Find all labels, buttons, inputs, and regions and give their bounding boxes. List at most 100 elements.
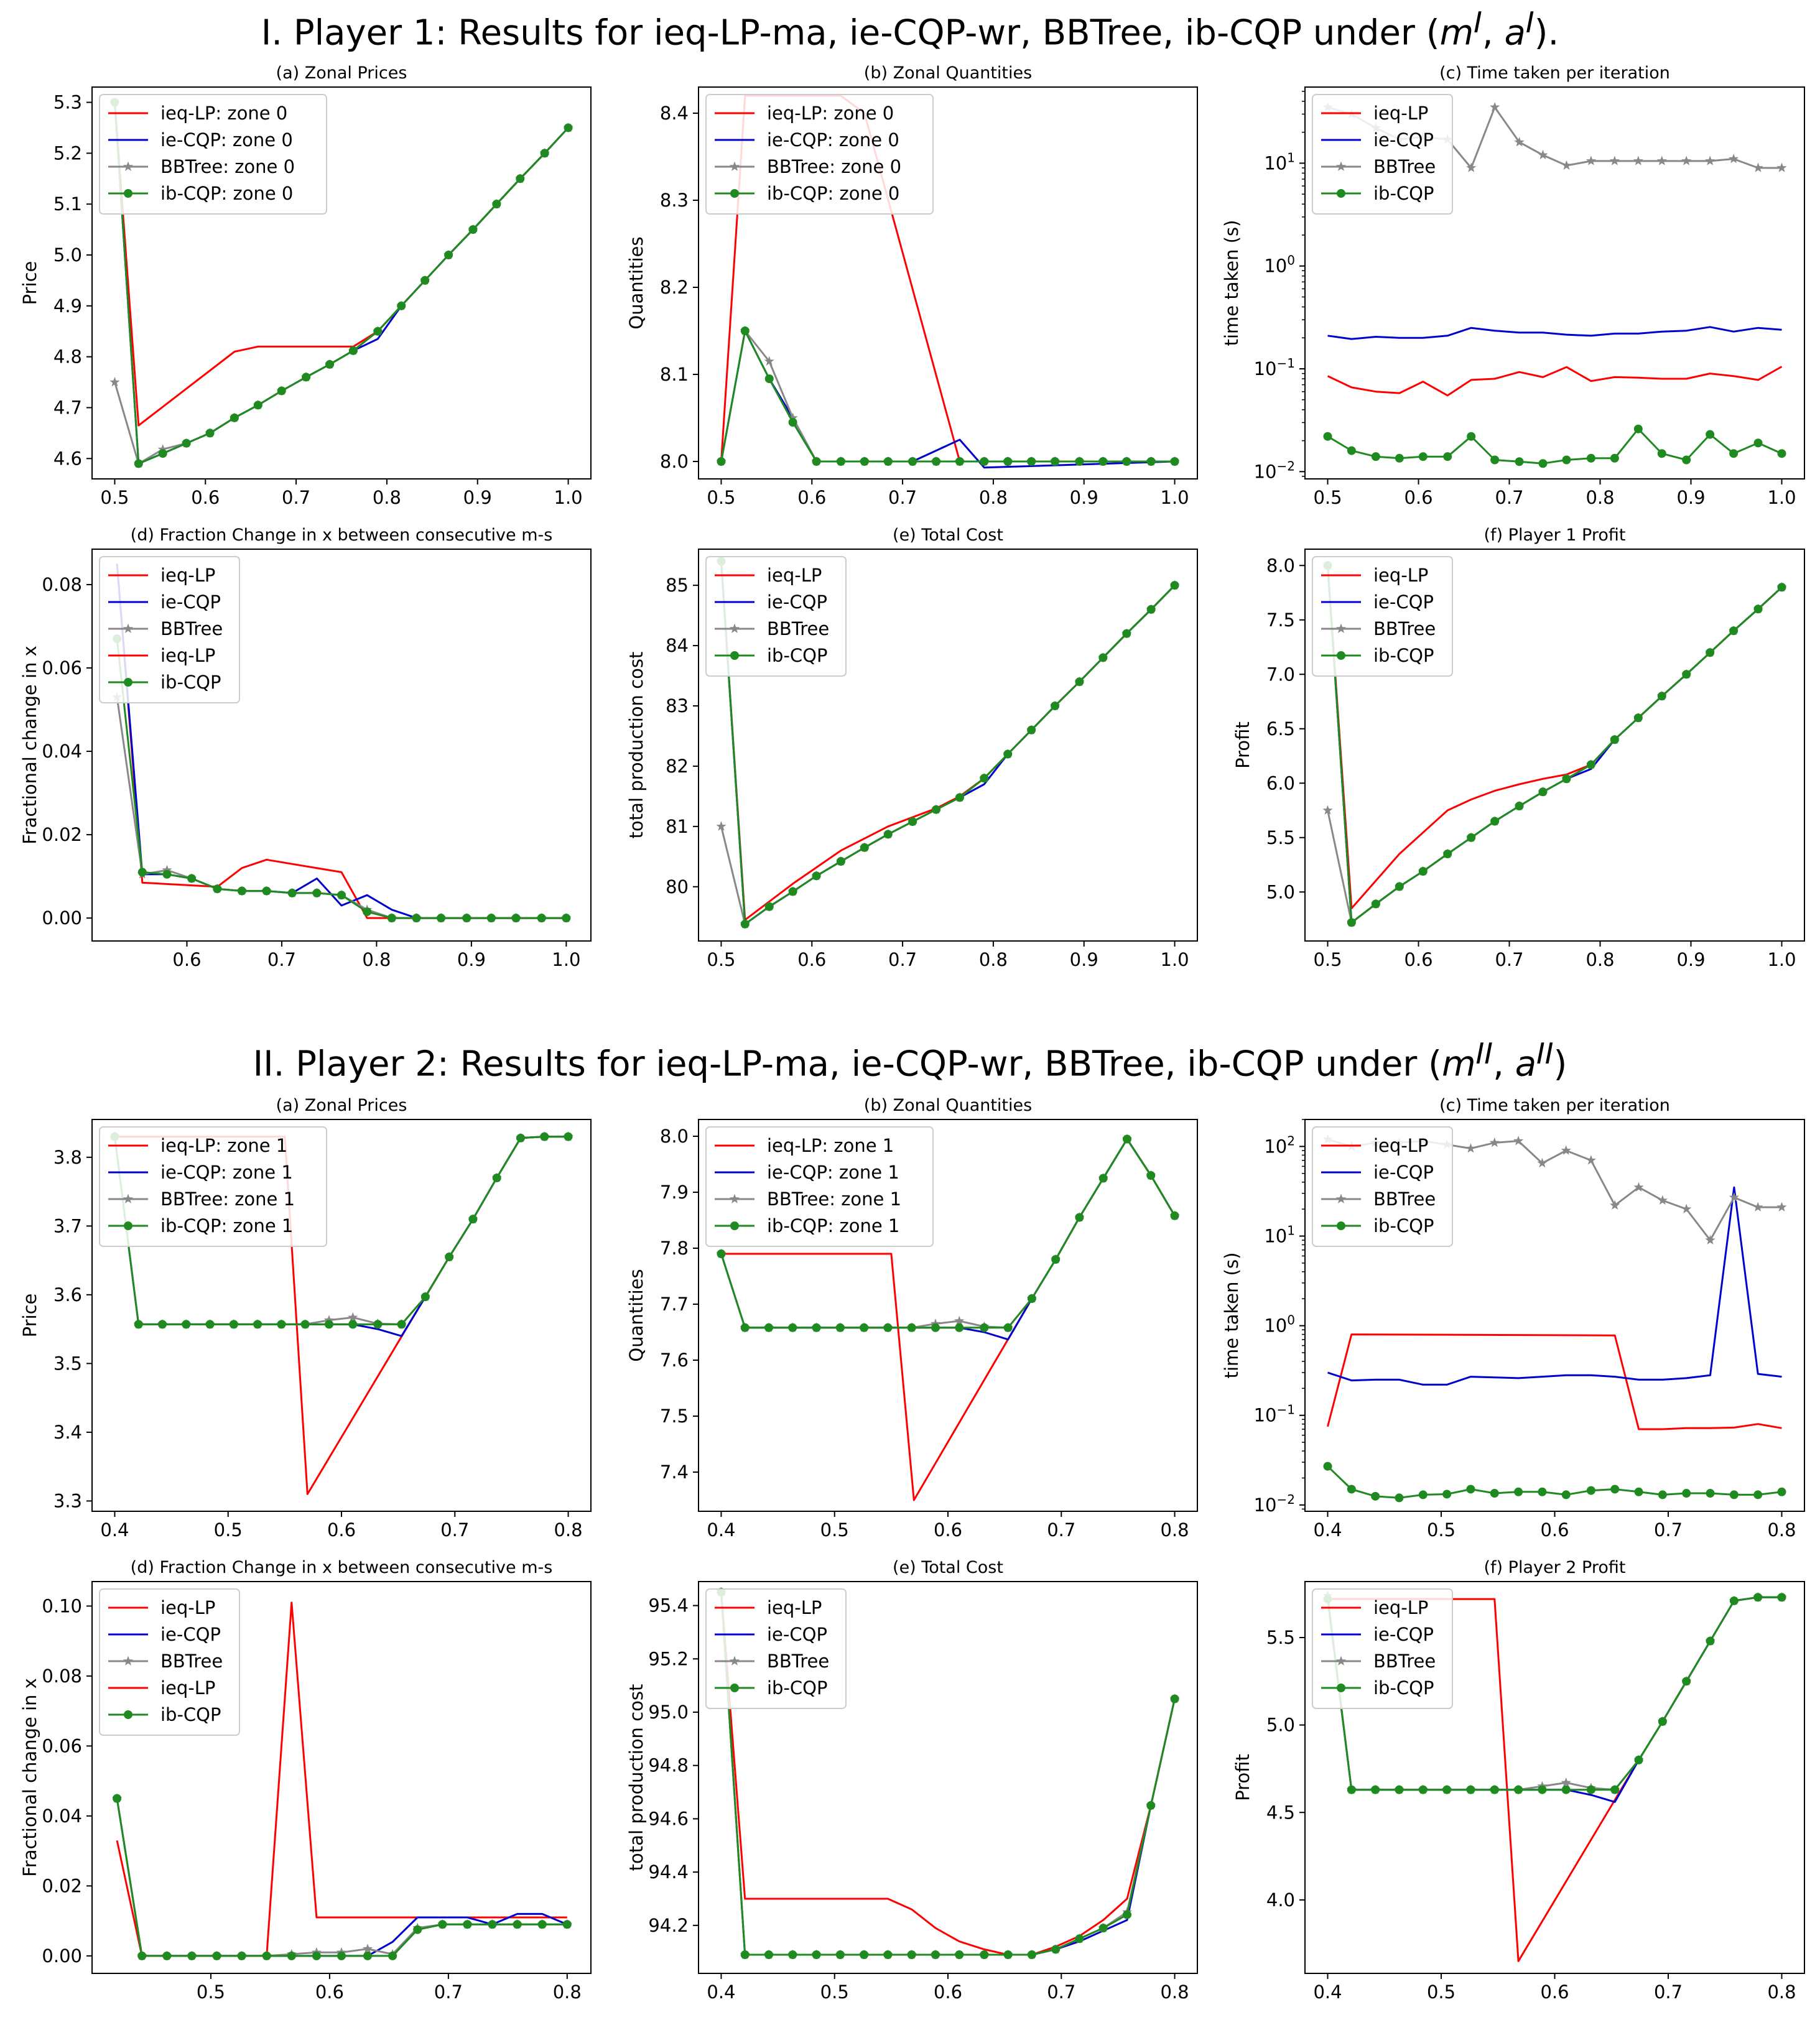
data-point (1335, 1193, 1347, 1203)
legend-item: ieq-LP (108, 1597, 215, 1618)
data-point (717, 457, 726, 466)
data-point (716, 821, 727, 831)
data-point (1682, 455, 1691, 465)
data-point (1586, 1486, 1595, 1495)
x-tick-label: 0.8 (554, 1519, 582, 1541)
chart-title: (a) Zonal Prices (276, 1096, 407, 1115)
data-point (1122, 1910, 1131, 1919)
chart-svg: (a) Zonal Prices 0.5 0.6 0.7 0.8 0.9 1.0 4.6 4.7… (19, 63, 592, 516)
chart-p2-zonal-prices: (a) Zonal Prices 0.4 0.5 0.6 0.7 0.8 3.3 3.4 3.5… (0, 1088, 606, 1549)
data-point (1003, 457, 1013, 466)
data-point (883, 1950, 893, 1959)
legend-item: BBTree (1321, 1189, 1436, 1210)
data-point (1466, 1485, 1475, 1494)
plot-area (716, 1587, 1180, 1959)
data-point (1729, 1596, 1739, 1605)
y-tick-label: 5.0 (53, 244, 82, 266)
chart-p2-profit: (f) Player 2 Profit 0.4 0.5 0.6 0.7 0.8 4.0 4.5… (1213, 1550, 1820, 2011)
data-point (1075, 1934, 1084, 1944)
data-point (1490, 102, 1500, 112)
y-tick-label: 81 (666, 816, 689, 837)
legend-item: ieq-LP (108, 565, 215, 586)
data-point (729, 1193, 740, 1203)
y-tick-label: 5.2 (53, 142, 82, 164)
data-point (325, 359, 335, 369)
y-tick-label: 94.6 (648, 1808, 689, 1829)
series-ieq_lp (1327, 1333, 1782, 1430)
data-point (348, 1320, 358, 1329)
data-point (1418, 452, 1428, 461)
x-tick-label: 0.8 (1767, 1981, 1796, 2003)
data-point (182, 438, 191, 448)
legend-label: ib-CQP (1373, 1215, 1434, 1236)
data-point (109, 377, 120, 387)
chart-p1-profit: (f) Player 1 Profit 0.5 0.6 0.7 0.8 0.9 1.0 5.0… (1213, 518, 1820, 978)
data-point (836, 857, 845, 866)
data-point (1395, 453, 1404, 463)
legend-item: ieq-LP (108, 645, 215, 666)
data-point (1753, 1202, 1763, 1212)
data-point (931, 1323, 940, 1332)
y-tick-label: 5.5 (1266, 1627, 1295, 1648)
axes-frame (1304, 549, 1805, 942)
y-tick-label: 8.1 (660, 364, 689, 385)
data-point (908, 817, 917, 827)
legend-item: ie-CQP (1321, 1624, 1434, 1645)
chart-title: (b) Zonal Quantities (864, 63, 1032, 83)
x-tick-label: 0.5 (707, 487, 735, 508)
data-point (1442, 1785, 1452, 1794)
y-tick-label: 0.04 (42, 1805, 82, 1827)
data-point (1729, 449, 1739, 458)
data-point (516, 174, 525, 183)
data-point (907, 1950, 916, 1959)
y-tick-label: 3.3 (53, 1490, 82, 1511)
y-tick-label: 6.0 (1266, 772, 1295, 794)
y-tick-label: 4.8 (53, 346, 82, 368)
legend-label: ie-CQP (160, 591, 221, 613)
y-tick-label: 94.2 (648, 1915, 689, 1936)
data-point (1337, 1221, 1345, 1230)
x-tick-label: 0.7 (434, 1981, 463, 2003)
data-point (955, 793, 964, 802)
series-line (1327, 366, 1783, 397)
data-point (388, 1951, 397, 1960)
legend-item: ieq-LP: zone 1 (108, 1135, 287, 1156)
x-tick-label: 0.9 (1070, 949, 1098, 970)
data-point (1418, 1785, 1428, 1794)
y-tick-label: 5.1 (53, 193, 82, 215)
data-point (1371, 899, 1380, 909)
data-point (1418, 867, 1428, 876)
data-point (229, 1320, 238, 1329)
data-point (1122, 457, 1131, 466)
data-point (1634, 1755, 1643, 1764)
data-point (955, 1323, 964, 1332)
legend-label: BBTree (1373, 156, 1436, 177)
data-point (954, 1315, 965, 1325)
legend-label: BBTree: zone 0 (160, 156, 295, 177)
legend-label: ib-CQP (1373, 183, 1434, 204)
data-point (124, 678, 132, 687)
data-point (1729, 1192, 1739, 1202)
series-ib_cqp (1323, 1462, 1786, 1503)
series-ie_cqp (1327, 326, 1782, 340)
data-point (287, 888, 297, 897)
data-point (1656, 155, 1667, 165)
legend-label: ie-CQP: zone 1 (160, 1162, 293, 1183)
legend: ieq-LP ie-CQP BBTree ib-CQP (1312, 1126, 1453, 1247)
legend-box (99, 94, 327, 215)
data-point (980, 1323, 989, 1332)
data-point (1753, 605, 1763, 614)
legend-item: BBTree: zone 0 (108, 156, 295, 177)
data-point (1170, 581, 1179, 590)
x-tick-label: 1.0 (1767, 487, 1796, 508)
data-point (516, 1133, 525, 1142)
x-tick-label: 1.0 (554, 487, 582, 508)
data-point (764, 356, 774, 366)
y-tick-label: 10−2 (1254, 1492, 1295, 1516)
data-point (1335, 1656, 1347, 1666)
chart-title: (f) Player 1 Profit (1484, 526, 1626, 545)
data-point (1777, 1487, 1786, 1496)
x-tick-label: 0.5 (197, 1981, 225, 2003)
data-point (764, 374, 774, 383)
data-point (788, 1323, 797, 1332)
